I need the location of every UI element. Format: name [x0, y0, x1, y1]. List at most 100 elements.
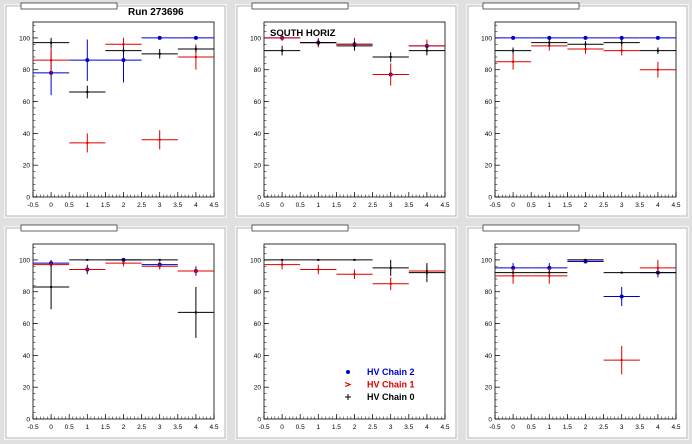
y-tick-label: 40 — [254, 353, 262, 360]
x-tick-label: 4.5 — [671, 424, 680, 431]
data-point — [511, 35, 516, 40]
x-tick-label: 0 — [49, 424, 53, 431]
y-tick-label: 40 — [23, 131, 31, 138]
x-tick-label: -0.5 — [258, 424, 270, 431]
x-tick-label: 2 — [584, 202, 588, 209]
x-tick-label: 4.5 — [671, 202, 680, 209]
data-point — [194, 311, 197, 314]
data-point — [512, 60, 515, 63]
x-tick-label: 1 — [547, 424, 551, 431]
pad-title-box — [482, 2, 580, 10]
data-point — [353, 273, 356, 276]
x-tick-label: 4 — [425, 202, 429, 209]
x-tick-label: 3 — [620, 202, 624, 209]
data-point — [656, 68, 659, 71]
y-tick-label: 0 — [488, 195, 492, 202]
y-tick-label: 0 — [257, 195, 261, 202]
x-tick-label: 0.5 — [527, 424, 536, 431]
data-point — [281, 36, 284, 39]
data-point — [122, 49, 125, 52]
x-tick-label: 3 — [158, 202, 162, 209]
data-point — [281, 263, 284, 266]
y-tick-label: 60 — [23, 99, 31, 106]
x-tick-label: 0.5 — [296, 202, 305, 209]
x-tick-label: 2.5 — [368, 202, 377, 209]
data-point — [122, 258, 125, 261]
data-point — [157, 35, 162, 40]
data-point — [656, 49, 659, 52]
data-point — [389, 266, 392, 269]
x-tick-label: 2 — [122, 424, 126, 431]
y-tick-label: 60 — [254, 99, 262, 106]
x-tick-label: 3 — [620, 424, 624, 431]
data-point — [86, 258, 89, 261]
y-tick-label: 100 — [481, 35, 492, 42]
x-tick-label: 4.5 — [440, 424, 449, 431]
x-tick-label: 0 — [280, 424, 284, 431]
pad-title-box — [20, 2, 118, 10]
y-tick-label: 80 — [23, 67, 31, 74]
y-tick-label: 20 — [254, 385, 262, 392]
y-tick-label: 0 — [488, 417, 492, 424]
pad-face — [5, 5, 226, 217]
x-tick-label: 0 — [49, 202, 53, 209]
y-tick-label: 80 — [254, 289, 262, 296]
y-tick-label: 40 — [485, 353, 493, 360]
y-tick-label: 0 — [26, 417, 30, 424]
data-point — [50, 285, 53, 288]
pad-title-box — [251, 2, 349, 10]
x-tick-label: 4 — [194, 424, 198, 431]
data-point — [158, 138, 161, 141]
x-tick-label: 4.5 — [440, 202, 449, 209]
x-tick-label: 1 — [547, 202, 551, 209]
y-tick-label: 20 — [485, 163, 493, 170]
data-point — [317, 41, 320, 44]
data-point — [317, 258, 320, 261]
data-point — [620, 49, 623, 52]
y-tick-label: 40 — [254, 131, 262, 138]
data-point — [194, 270, 197, 273]
legend-label: HV Chain 0 — [367, 392, 415, 402]
y-tick-label: 80 — [485, 67, 493, 74]
x-tick-label: 2.5 — [599, 424, 608, 431]
region-label: SOUTH HORIZ — [270, 28, 336, 39]
x-tick-label: 4.5 — [209, 202, 218, 209]
data-point — [194, 48, 197, 51]
x-tick-label: 3.5 — [404, 202, 413, 209]
data-point — [584, 258, 587, 261]
data-point — [158, 258, 161, 261]
x-tick-label: 2.5 — [137, 202, 146, 209]
data-point — [548, 271, 551, 274]
x-tick-label: 2 — [122, 202, 126, 209]
data-point — [317, 268, 320, 271]
data-point — [281, 49, 284, 52]
x-tick-label: 0 — [280, 202, 284, 209]
data-point — [281, 258, 284, 261]
y-tick-label: 60 — [23, 321, 31, 328]
pad-grid: -0.5 0 0.5 1 1.5 2 2.5 3 3.5 4 4.5020406080100-0.5… — [4, 2, 689, 440]
pad-title-box — [482, 224, 580, 232]
x-tick-label: 1.5 — [332, 424, 341, 431]
y-tick-label: 80 — [23, 289, 31, 296]
x-tick-label: 1.5 — [101, 202, 110, 209]
y-tick-label: 20 — [485, 385, 493, 392]
legend: HV Chain 2 HV Chain 1 HV Chain 0 — [344, 367, 415, 402]
x-tick-label: 1.5 — [563, 424, 572, 431]
y-tick-label: 80 — [485, 289, 493, 296]
data-point — [122, 43, 125, 46]
run-label: Run 273696 — [128, 7, 184, 18]
x-tick-label: 3 — [389, 202, 393, 209]
y-tick-label: 100 — [481, 257, 492, 264]
data-point — [50, 59, 53, 62]
x-tick-label: -0.5 — [27, 202, 39, 209]
data-point — [158, 265, 161, 268]
y-tick-label: 100 — [250, 35, 261, 42]
y-tick-label: 60 — [485, 321, 493, 328]
x-tick-label: 2 — [353, 424, 357, 431]
y-tick-label: 20 — [23, 163, 31, 170]
